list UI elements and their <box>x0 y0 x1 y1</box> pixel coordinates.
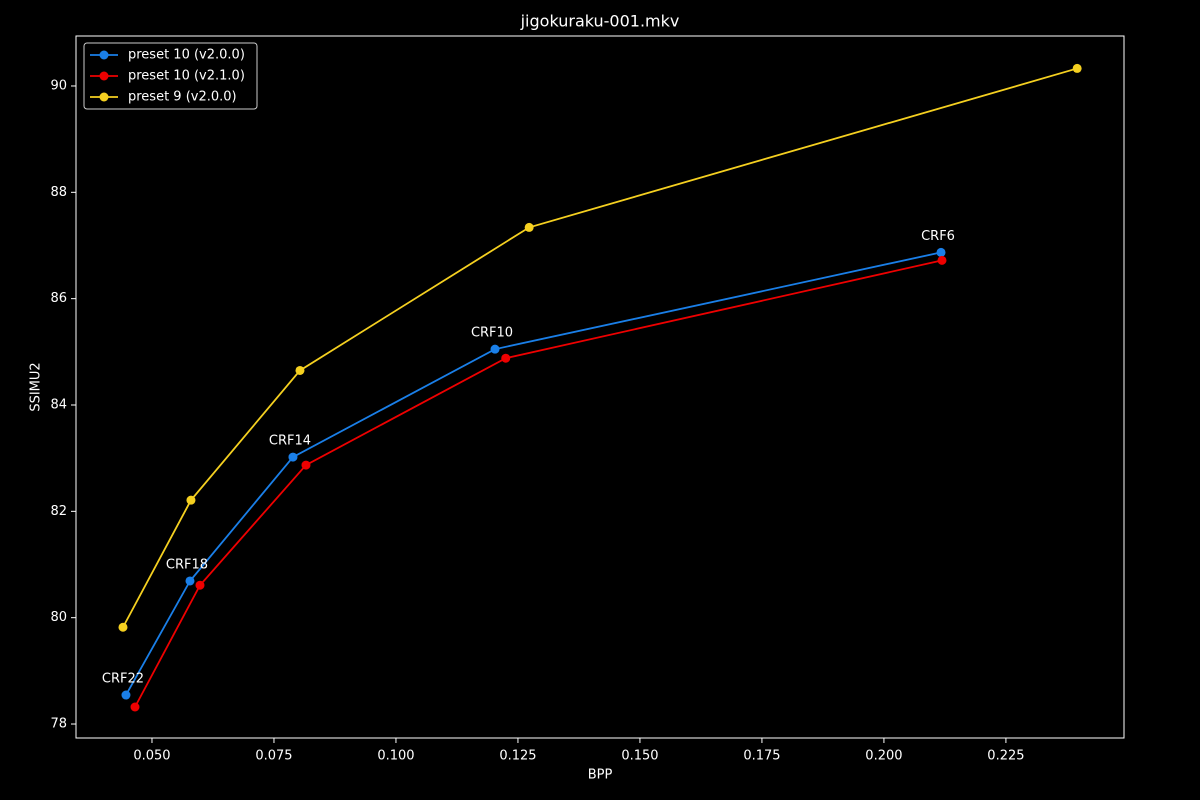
point <box>288 452 298 462</box>
point <box>501 353 511 363</box>
legend-marker <box>99 92 109 102</box>
x-tick-label: 0.125 <box>499 749 536 764</box>
point <box>1072 63 1082 73</box>
point <box>301 460 311 470</box>
legend-marker <box>99 50 109 60</box>
plot-frame <box>75 35 1125 739</box>
y-tick-label: 80 <box>50 610 67 625</box>
point <box>295 365 305 375</box>
point-label: CRF10 <box>471 326 513 341</box>
y-axis-label: SSIMU2 <box>29 362 44 411</box>
point <box>186 495 196 505</box>
chart-title: jigokuraku-001.mkv <box>520 12 680 31</box>
point <box>490 344 500 354</box>
legend-label: preset 10 (v2.1.0) <box>128 69 245 84</box>
point-label: CRF14 <box>269 434 311 449</box>
legend-frame <box>83 42 258 110</box>
y-tick-label: 78 <box>50 717 67 732</box>
y-tick-label: 82 <box>50 504 67 519</box>
point-label: CRF18 <box>166 557 208 572</box>
point <box>185 576 195 586</box>
point <box>118 622 128 632</box>
point <box>937 255 947 265</box>
point <box>524 222 534 232</box>
point <box>121 690 131 700</box>
x-tick-label: 0.200 <box>865 749 902 764</box>
y-tick-label: 90 <box>50 78 67 93</box>
series-line <box>122 67 1078 628</box>
legend-label: preset 10 (v2.0.0) <box>128 48 245 63</box>
x-tick-label: 0.050 <box>133 749 170 764</box>
x-tick-label: 0.175 <box>743 749 780 764</box>
point <box>130 702 140 712</box>
point <box>195 580 205 590</box>
x-tick-label: 0.150 <box>621 749 658 764</box>
x-tick-label: 0.075 <box>255 749 292 764</box>
series-line <box>134 259 943 708</box>
series-line <box>125 251 942 696</box>
y-tick-label: 84 <box>50 397 67 412</box>
y-tick-label: 88 <box>50 185 67 200</box>
point-label: CRF22 <box>102 672 144 687</box>
x-axis-label: BPP <box>588 768 613 783</box>
legend-marker <box>99 71 109 81</box>
point <box>936 247 946 257</box>
x-tick-label: 0.225 <box>987 749 1024 764</box>
y-tick-label: 86 <box>50 291 67 306</box>
legend: preset 10 (v2.0.0) preset 10 (v2.1.0) pres… <box>83 42 258 110</box>
point-label: CRF6 <box>921 229 955 244</box>
legend-label: preset 9 (v2.0.0) <box>128 90 237 105</box>
x-tick-label: 0.100 <box>377 749 414 764</box>
